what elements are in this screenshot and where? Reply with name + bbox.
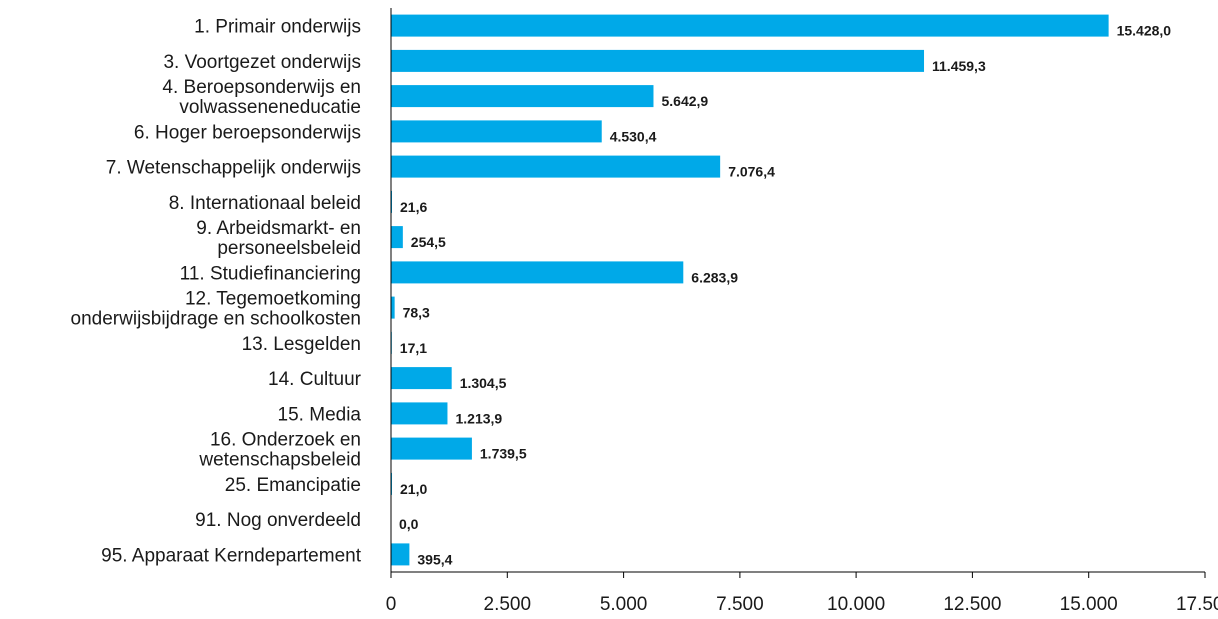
x-tick-label: 5.000 <box>600 594 648 614</box>
category-label-line: personeelsbeleid <box>217 238 361 259</box>
bar <box>391 226 403 249</box>
x-tick-label: 15.000 <box>1060 594 1118 614</box>
x-axis-tick-labels: 0 2.500 5.000 7.500 10.000 12.500 15.000 17.500 <box>386 594 1218 615</box>
value-label: 5.642,9 <box>662 93 709 109</box>
bar <box>391 261 684 284</box>
category-label-line: 8. Internationaal beleid <box>169 193 361 214</box>
category-label-line: onderwijsbijdrage en schoolkosten <box>71 309 361 330</box>
category-label-line: 16. Onderzoek en <box>210 430 361 451</box>
category-label-line: 12. Tegemoetkoming <box>185 289 361 310</box>
bar <box>391 437 472 460</box>
bar <box>391 367 452 390</box>
category-label-line: 4. Beroepsonderwijs en <box>162 77 361 98</box>
bar <box>391 155 721 178</box>
value-label: 0,0 <box>399 516 419 532</box>
value-label: 1.304,5 <box>460 375 507 391</box>
bar <box>391 49 925 72</box>
x-tick-label: 12.500 <box>943 594 1001 614</box>
bar <box>391 14 1109 37</box>
category-label: 6. Hoger beroepsonderwijs <box>134 122 361 143</box>
bar <box>391 402 448 425</box>
category-label-line: wetenschapsbeleid <box>198 450 361 471</box>
value-label: 17,1 <box>400 340 427 356</box>
category-label: 91. Nog onverdeeld <box>195 510 361 531</box>
category-label: 1. Primair onderwijs <box>194 17 361 38</box>
category-label: 9. Arbeidsmarkt- en personeelsbeleid <box>196 218 361 259</box>
value-label: 78,3 <box>403 305 430 321</box>
category-label-line: 1. Primair onderwijs <box>194 17 361 38</box>
bar <box>391 296 395 319</box>
value-label: 254,5 <box>411 234 446 250</box>
category-label: 12. Tegemoetkoming onderwijsbijdrage en s… <box>71 289 361 330</box>
category-label: 14. Cultuur <box>268 369 362 390</box>
category-label-line: 91. Nog onverdeeld <box>195 510 361 531</box>
category-label: 15. Media <box>278 404 362 425</box>
category-label-line: 6. Hoger beroepsonderwijs <box>134 122 361 143</box>
x-axis-ticks <box>390 572 1206 578</box>
category-label: 7. Wetenschappelijk onderwijs <box>106 158 361 179</box>
x-tick-label: 10.000 <box>827 594 885 614</box>
category-label-line: 15. Media <box>278 404 362 425</box>
category-label: 95. Apparaat Kerndepartement <box>101 545 362 566</box>
value-labels: 15.428,0 11.459,3 5.642,9 4.530,4 7.076,4 21,… <box>399 23 1171 568</box>
value-label: 15.428,0 <box>1117 23 1172 39</box>
value-label: 1.213,9 <box>456 410 503 426</box>
category-label-line: 14. Cultuur <box>268 369 362 390</box>
category-label-line: 3. Voortgezet onderwijs <box>163 52 361 73</box>
category-label: 13. Lesgelden <box>242 334 361 355</box>
category-label: 25. Emancipatie <box>225 475 361 496</box>
value-label: 21,6 <box>400 199 427 215</box>
bar <box>391 85 654 108</box>
value-label: 1.739,5 <box>480 446 527 462</box>
category-label: 11. Studiefinanciering <box>180 263 361 284</box>
category-label-line: 9. Arbeidsmarkt- en <box>196 218 361 239</box>
category-label-line: 95. Apparaat Kerndepartement <box>101 545 362 566</box>
value-label: 11.459,3 <box>932 58 986 74</box>
bar <box>391 543 410 566</box>
category-label-line: volwasseneneducatie <box>179 97 361 118</box>
value-label: 7.076,4 <box>728 164 775 180</box>
value-label: 21,0 <box>400 481 427 497</box>
x-tick-label: 17.500 <box>1176 594 1218 614</box>
x-tick-label: 0 <box>386 594 397 614</box>
value-label: 395,4 <box>417 551 452 567</box>
value-label: 6.283,9 <box>691 269 738 285</box>
category-label-line: 11. Studiefinanciering <box>180 263 361 284</box>
category-label-line: 25. Emancipatie <box>225 475 361 496</box>
bars <box>391 14 1109 566</box>
category-label: 8. Internationaal beleid <box>169 193 361 214</box>
x-tick-label: 2.500 <box>484 594 532 614</box>
category-label: 16. Onderzoek en wetenschapsbeleid <box>198 430 361 471</box>
category-label-line: 13. Lesgelden <box>242 334 361 355</box>
category-labels: 1. Primair onderwijs 3. Voortgezet onderw… <box>71 17 362 567</box>
bar <box>391 120 602 143</box>
category-label: 4. Beroepsonderwijs en volwasseneneducati… <box>162 77 361 118</box>
value-label: 4.530,4 <box>610 128 657 144</box>
x-tick-label: 7.500 <box>716 594 764 614</box>
category-label-line: 7. Wetenschappelijk onderwijs <box>106 158 361 179</box>
category-label: 3. Voortgezet onderwijs <box>163 52 361 73</box>
